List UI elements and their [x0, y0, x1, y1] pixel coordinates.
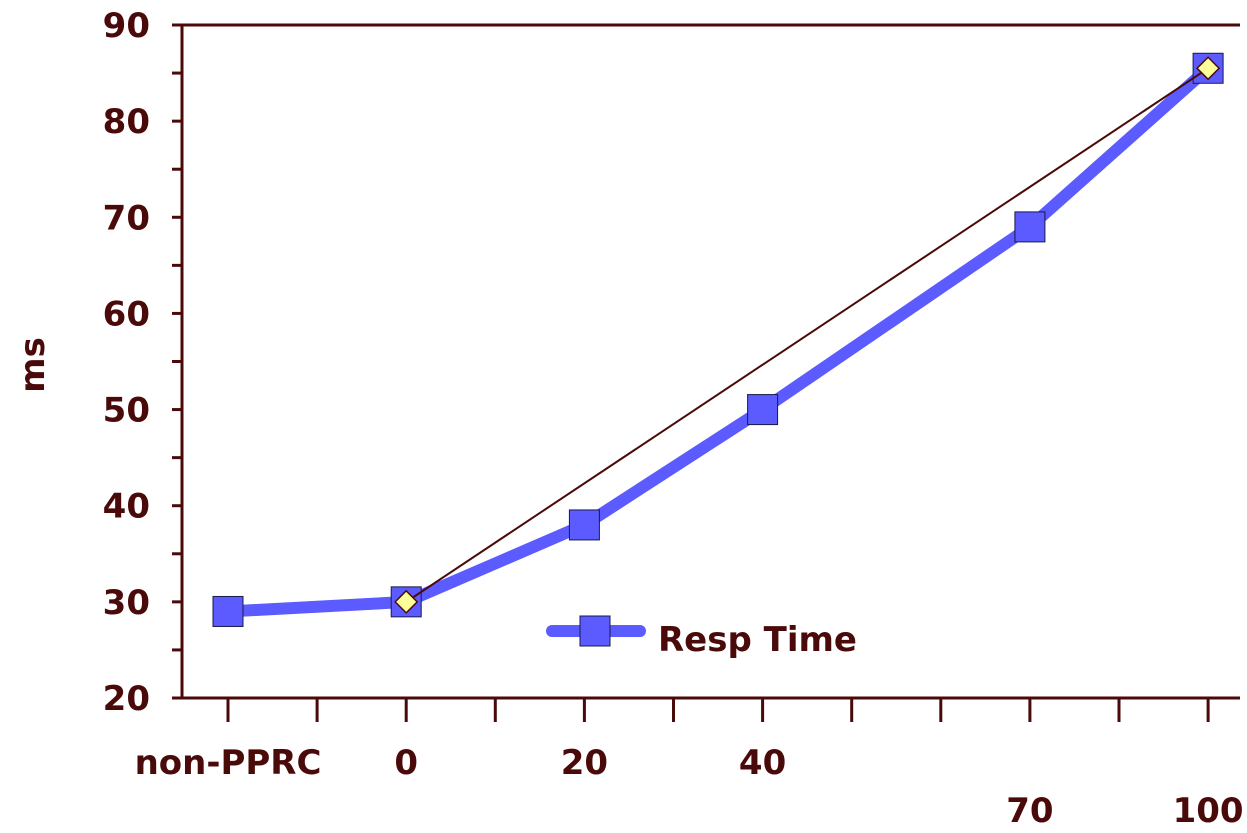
- data-point-diamond: [394, 589, 419, 614]
- series: [212, 52, 1224, 627]
- data-point-square: [747, 394, 779, 426]
- legend-label: Resp Time: [658, 620, 857, 660]
- x-tick-label: 70: [1006, 791, 1053, 831]
- y-tick-label: 60: [103, 294, 150, 334]
- series-line-1: [405, 67, 1209, 603]
- y-tick-label: 90: [103, 6, 150, 46]
- y-tick-label: 80: [103, 102, 150, 142]
- x-axis-ticks: non-PPRC 0 20 40 70 100: [135, 698, 1244, 831]
- y-axis-title: ms: [13, 337, 53, 393]
- y-tick-label: 40: [103, 487, 150, 527]
- x-tick-label: 100: [1173, 791, 1244, 831]
- series-line-0: [222, 62, 1215, 618]
- y-tick-label: 20: [103, 679, 150, 719]
- legend-swatch-marker: [579, 615, 611, 647]
- data-point-square: [212, 595, 244, 627]
- data-point-diamond: [1196, 56, 1221, 81]
- x-tick-label: 20: [561, 743, 608, 783]
- y-tick-label: 30: [103, 583, 150, 623]
- y-axis-ticks: 20 30 40 50 60 70 80 90: [103, 6, 182, 719]
- legend: Resp Time: [546, 615, 857, 660]
- data-point-square: [568, 509, 600, 541]
- data-point-square: [1014, 211, 1046, 243]
- x-tick-label: 40: [739, 743, 786, 783]
- y-tick-label: 70: [103, 198, 150, 238]
- x-tick-label: 0: [394, 743, 418, 783]
- x-tick-label: non-PPRC: [135, 743, 322, 783]
- y-tick-label: 50: [103, 391, 150, 431]
- axes: [180, 23, 1240, 700]
